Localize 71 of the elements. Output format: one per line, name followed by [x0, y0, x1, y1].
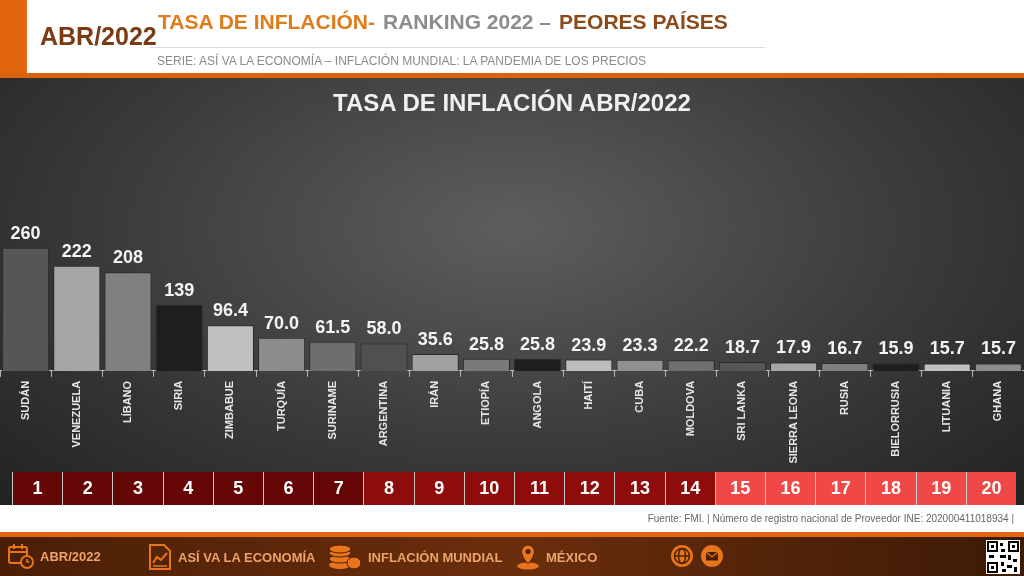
- source-note: Fuente: FMI. | Número de registro nacional de Proveedor INE: 202000411018934 |: [647, 513, 1014, 524]
- x-tick-label: HAITÍ: [581, 379, 594, 410]
- data-label: 208: [112, 247, 144, 268]
- rank-cell: 5: [212, 472, 263, 505]
- rank-cell: 10: [463, 472, 514, 505]
- text: RANKING 2022 –: [382, 10, 552, 33]
- chart-title: TASA DE INFLACIÓN ABR/2022: [333, 89, 691, 117]
- x-tick-label: CUBA: [633, 380, 646, 413]
- rank-cell: 17: [815, 472, 866, 505]
- x-tick-label: SRI LANKA: [735, 380, 748, 441]
- x-tick-label: SIERRA LEONA: [786, 380, 799, 464]
- x-tick-label: IRÁN: [428, 380, 441, 408]
- data-label: 15.7: [929, 338, 965, 359]
- data-label: 260: [10, 222, 41, 243]
- data-label: 23.3: [622, 334, 658, 355]
- rank-cell: 1: [11, 472, 63, 505]
- x-tick-label: SUDÁN: [18, 380, 31, 421]
- data-label: 35.6: [417, 328, 453, 349]
- x-tick-label: ARGENTINA: [377, 380, 390, 447]
- x-tick-label: ETIOPÍA: [479, 380, 492, 425]
- data-label: 22.2: [673, 335, 709, 356]
- data-label: 96.4: [212, 300, 248, 321]
- x-tick-label: TURQUÍA: [274, 380, 287, 431]
- rank-cell: 16: [765, 472, 816, 505]
- data-label: 61.5: [315, 316, 351, 337]
- x-tick-label: ZIMBABUE: [223, 380, 236, 439]
- chart-subtitle: SERIE: ASÍ VA LA ECONOMÍA – INFLACIÓN MUNDIAL: LA PANDEMIA DE LOS PRECIOS: [157, 54, 647, 68]
- data-label: 139: [164, 280, 195, 301]
- text: ABR/2022: [40, 549, 101, 564]
- rank-cell: 3: [112, 472, 163, 505]
- rank-cell: 18: [865, 472, 916, 505]
- rank-cell: 8: [363, 472, 414, 505]
- rank-cell: 7: [313, 472, 364, 505]
- rank-cell: 4: [162, 472, 213, 505]
- text: INFLACIÓN MUNDIAL: [368, 549, 503, 565]
- data-label: 16.7: [827, 337, 863, 358]
- text: PEORES PAÍSES: [559, 10, 728, 33]
- rank-cell: 19: [915, 472, 966, 505]
- rank-cell: 20: [965, 472, 1016, 505]
- x-tick-label: RUSIA: [837, 380, 850, 416]
- data-label: 18.7: [724, 336, 760, 357]
- text: ASÍ VA LA ECONOMÍA: [178, 549, 316, 565]
- rank-cell: 13: [614, 472, 665, 505]
- rank-cell: 15: [714, 472, 765, 505]
- data-label: 17.9: [776, 337, 812, 358]
- x-tick-label: GHANA: [991, 380, 1004, 422]
- data-label: 23.9: [571, 334, 607, 355]
- x-tick-label: SIRIA: [172, 380, 185, 411]
- rank-cell: 14: [664, 472, 715, 505]
- x-tick-label: BIELORRUSIA: [889, 380, 902, 457]
- x-tick-label: LÍBANO: [121, 380, 134, 424]
- text: MÉXICO: [546, 549, 598, 565]
- text: TASA DE INFLACIÓN-: [158, 10, 375, 33]
- data-label: 25.8: [520, 333, 556, 354]
- rank-cell: 12: [564, 472, 615, 505]
- x-tick-label: LITUANIA: [940, 380, 953, 433]
- x-tick-label: SURINAME: [325, 380, 338, 440]
- rank-cell: 6: [262, 472, 314, 505]
- rank-cell: 2: [62, 472, 113, 505]
- data-label: 25.8: [468, 333, 504, 354]
- text: ABR/2022: [40, 22, 157, 51]
- data-label: 58.0: [366, 318, 402, 339]
- data-label: 70.0: [264, 312, 300, 333]
- data-label: 15.9: [878, 338, 914, 359]
- data-label: 15.7: [980, 338, 1016, 359]
- rank-cell: 11: [513, 472, 565, 505]
- data-label: 222: [61, 240, 92, 261]
- x-tick-label: VENEZUELA: [69, 380, 82, 448]
- x-tick-label: MOLDOVA: [684, 380, 697, 437]
- x-tick-label: ANGOLA: [530, 380, 543, 429]
- rank-cell: 9: [413, 472, 464, 505]
